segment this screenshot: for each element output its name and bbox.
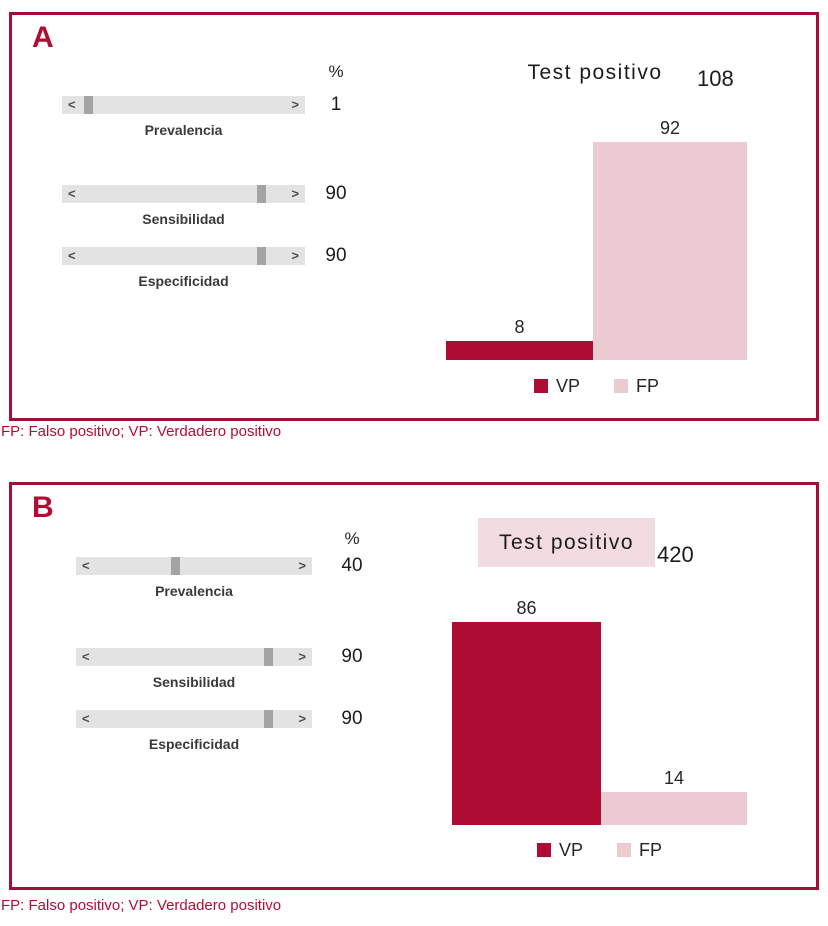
slider-thumb[interactable] [256, 247, 266, 265]
panel-label: A [32, 21, 54, 54]
slider-right-arrow-icon[interactable]: > [291, 97, 299, 112]
vp-bar-value: 8 [514, 316, 525, 337]
slider-thumb[interactable] [83, 96, 93, 114]
prevalencia-value: 1 [330, 94, 342, 115]
vp-bar-value: 86 [516, 598, 537, 619]
total-positive-count: 420 [657, 542, 694, 567]
especificidad-value: 90 [341, 708, 363, 729]
fp-swatch [617, 843, 631, 857]
especificidad-slider[interactable]: < > [76, 710, 312, 728]
vp-bar [452, 622, 601, 825]
especificidad-label: Especificidad [138, 273, 229, 289]
vp-bar-column: 86 [452, 589, 601, 825]
prevalencia-slider[interactable]: < > [76, 557, 312, 575]
fp-bar [601, 791, 747, 825]
slider-right-arrow-icon[interactable]: > [291, 186, 299, 201]
bar-chart: 8 92 [446, 118, 747, 360]
vp-bar [446, 340, 593, 360]
sensibilidad-label: Sensibilidad [152, 674, 236, 690]
fp-bar-column: 92 [593, 118, 747, 360]
legend-item-fp: FP [614, 376, 659, 397]
fp-bar-value: 14 [663, 767, 685, 788]
especificidad-slider[interactable]: < > [62, 247, 305, 265]
slider-thumb[interactable] [170, 557, 180, 575]
slider-left-arrow-icon[interactable]: < [68, 97, 76, 112]
sensibilidad-slider[interactable]: < > [76, 648, 312, 666]
slider-right-arrow-icon[interactable]: > [298, 711, 306, 726]
slider-right-arrow-icon[interactable]: > [298, 558, 306, 573]
sensibilidad-label: Sensibilidad [142, 211, 225, 227]
slider-left-arrow-icon[interactable]: < [68, 186, 76, 201]
prevalencia-value: 40 [341, 555, 363, 576]
legend-label-vp: VP [555, 375, 580, 396]
especificidad-label: Especificidad [148, 736, 240, 752]
especificidad-value: 90 [325, 245, 347, 266]
chart-legend: VP FP [452, 840, 747, 860]
chart-legend: VP FP [446, 376, 747, 396]
legend-label-fp: FP [636, 375, 660, 396]
legend-label-vp: VP [558, 839, 583, 860]
slider-left-arrow-icon[interactable]: < [82, 711, 90, 726]
vp-swatch [536, 843, 551, 857]
prevalencia-slider[interactable]: < > [62, 96, 305, 114]
slider-left-arrow-icon[interactable]: < [82, 649, 90, 664]
total-positive-count: 108 [697, 66, 734, 91]
fp-bar-column: 14 [601, 589, 747, 825]
percent-header: % [344, 529, 360, 548]
test-positivo-label: Test positivo [527, 61, 663, 84]
slider-left-arrow-icon[interactable]: < [82, 558, 90, 573]
vp-swatch [533, 379, 548, 393]
prevalencia-label: Prevalencia [144, 122, 223, 138]
vp-bar-column: 8 [446, 118, 593, 360]
legend-label-fp: FP [639, 839, 663, 860]
legend-item-vp: VP [533, 375, 580, 397]
prevalencia-label: Prevalencia [155, 583, 233, 599]
percent-header: % [328, 62, 344, 81]
legend-item-fp: FP [617, 840, 662, 861]
panel-label: B [32, 491, 54, 524]
fp-swatch [614, 379, 628, 393]
panel-b: B % < > Prevalencia 40 < > Sensibilidad … [9, 482, 819, 890]
test-positivo-box: Test positivo [478, 518, 655, 567]
slider-thumb[interactable] [264, 648, 274, 666]
footnote-b: FP: Falso positivo; VP: Verdadero positi… [1, 897, 282, 914]
slider-thumb[interactable] [264, 710, 274, 728]
slider-thumb[interactable] [256, 185, 266, 203]
fp-bar-value: 92 [659, 118, 681, 138]
slider-left-arrow-icon[interactable]: < [68, 248, 76, 263]
panel-a: A % < > Prevalencia 1 < > Sensibilidad 9… [9, 12, 819, 421]
sensibilidad-slider[interactable]: < > [62, 185, 305, 203]
slider-right-arrow-icon[interactable]: > [291, 248, 299, 263]
footnote-a: FP: Falso positivo; VP: Verdadero positi… [1, 423, 282, 440]
bar-chart: 86 14 [452, 589, 747, 825]
legend-item-vp: VP [536, 839, 583, 861]
sensibilidad-value: 90 [341, 646, 363, 667]
slider-right-arrow-icon[interactable]: > [298, 649, 306, 664]
fp-bar [593, 142, 747, 360]
sensibilidad-value: 90 [325, 183, 347, 204]
